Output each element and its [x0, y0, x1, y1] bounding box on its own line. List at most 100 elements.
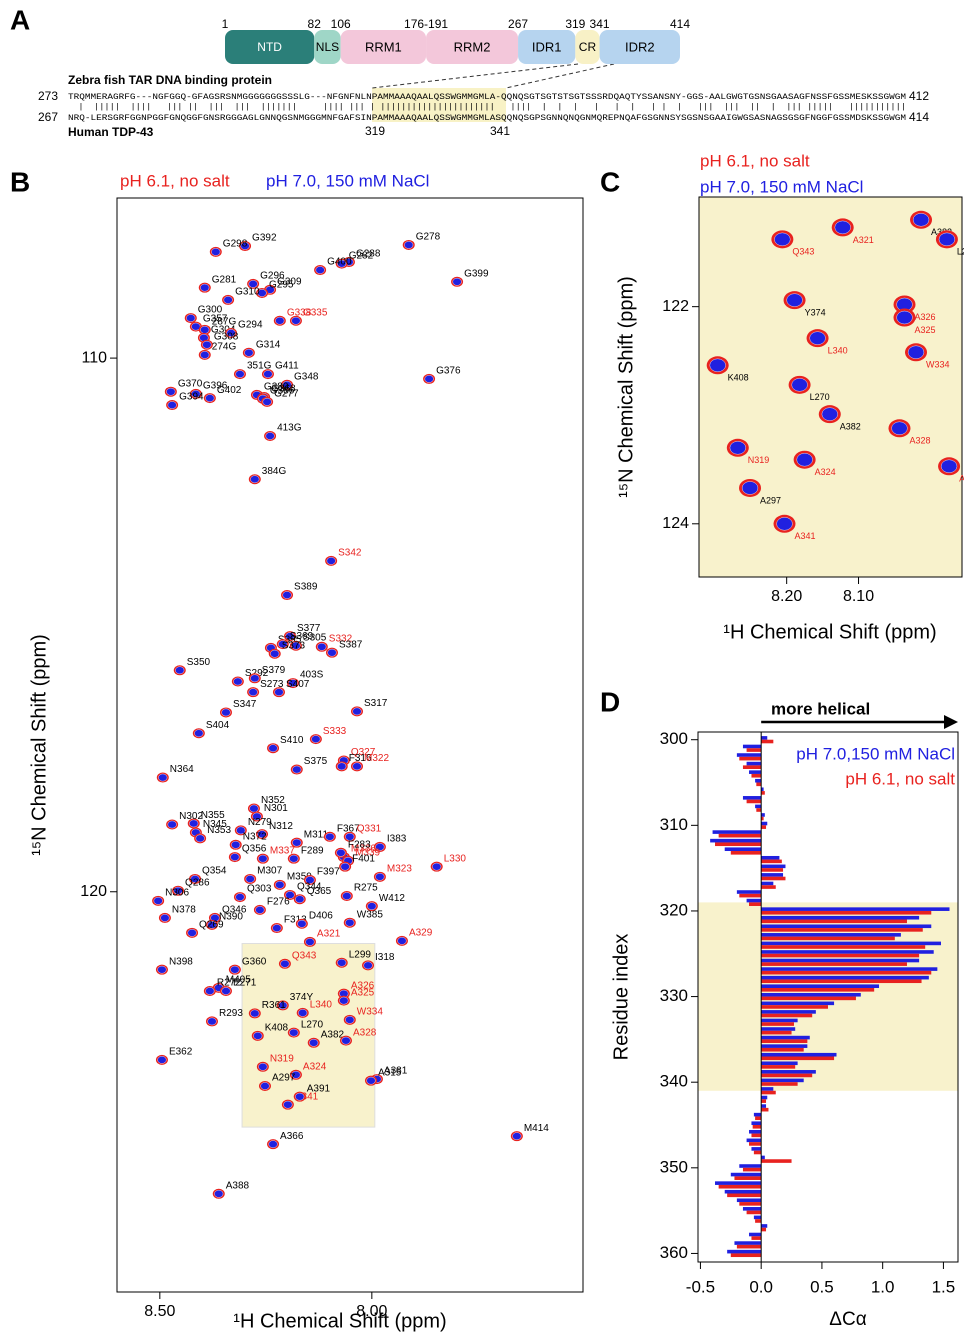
peak-label: A391	[307, 1083, 331, 1094]
peak-label: F367	[337, 823, 360, 834]
bar	[761, 1044, 808, 1048]
peak-label: W385	[357, 909, 384, 920]
peak-series-1	[834, 220, 851, 235]
bar	[761, 996, 856, 1001]
peak-label: A328	[353, 1027, 377, 1038]
peak-label: 403S	[300, 670, 324, 681]
peak-series-1	[345, 918, 355, 927]
bar	[761, 855, 780, 860]
bar	[727, 1193, 762, 1198]
peak-series-1	[235, 893, 245, 901]
bar	[755, 778, 762, 783]
bar	[761, 821, 768, 826]
bar	[710, 838, 762, 843]
peak-series-1	[282, 380, 292, 389]
peak-series-1	[221, 708, 231, 717]
position-label: 106	[331, 17, 351, 31]
peak-series-1	[891, 421, 908, 435]
peak-label: N352	[261, 795, 285, 806]
peak-series-1	[202, 340, 212, 349]
bar	[751, 1133, 762, 1138]
bar	[761, 1018, 798, 1023]
peak-series-1	[315, 266, 325, 274]
peak-label: E362	[169, 1046, 193, 1057]
bar	[749, 1232, 762, 1237]
peak-label: I318	[375, 952, 395, 963]
peak-series-1	[295, 1092, 305, 1101]
peak-label: G376	[436, 366, 461, 377]
peak-label: L299	[957, 247, 964, 257]
bar	[749, 1129, 762, 1134]
peak-series-1	[263, 370, 273, 378]
bar	[761, 1047, 804, 1052]
bar	[715, 842, 762, 847]
bar	[715, 1181, 762, 1185]
bar	[761, 958, 920, 963]
bar	[761, 1070, 816, 1074]
peak-label: M337	[270, 845, 295, 856]
x-tick-label: 8.10	[843, 588, 874, 605]
peak-label: Y374	[805, 308, 826, 318]
peak-series-1	[244, 348, 254, 357]
peak-label: M323	[387, 863, 412, 874]
peak-series-1	[367, 902, 377, 910]
peak-label: S375	[304, 756, 328, 767]
highlight-region	[241, 943, 376, 1128]
peak-label: G335	[303, 307, 328, 318]
bar	[761, 924, 932, 929]
peak-label: G308	[214, 331, 239, 342]
peak-label: Q303	[247, 884, 272, 895]
peak-series-1	[774, 232, 791, 247]
peak-series-1	[336, 848, 346, 857]
peak-label: M307	[257, 866, 282, 877]
domain	[518, 30, 576, 64]
peak-series-1	[339, 996, 349, 1005]
alignment-highlight	[372, 88, 506, 122]
peak-label: S350	[187, 657, 211, 668]
peak-label: G281	[212, 274, 237, 285]
x-tick-label: 1.5	[932, 1277, 956, 1296]
peak-series-1	[278, 640, 288, 648]
plot-area	[116, 197, 584, 1293]
bar	[752, 1125, 762, 1129]
peak-series-1	[292, 765, 302, 774]
peak-series-1	[268, 1140, 278, 1148]
bar	[761, 1078, 804, 1083]
bar	[761, 816, 764, 821]
peak-label: A297	[272, 1073, 296, 1084]
region-label: 319	[365, 124, 385, 138]
peak-label: N306	[165, 887, 189, 898]
peak-label: Q344	[297, 882, 322, 893]
peak-label: G278	[416, 232, 441, 243]
peak-label: S332	[329, 633, 353, 644]
peak-series-1	[283, 1100, 293, 1109]
bar	[761, 1087, 774, 1091]
bar	[761, 992, 861, 997]
bar	[761, 979, 922, 984]
peak-label: K408	[265, 1022, 289, 1033]
bar	[724, 847, 762, 852]
peak-label: S342	[338, 548, 362, 559]
peak-series-1	[275, 316, 285, 325]
peak-series-1	[187, 929, 197, 937]
peak-series-1	[231, 840, 241, 849]
peak-series-1	[214, 1190, 224, 1198]
bar	[746, 748, 762, 752]
peak-label: G294	[238, 320, 263, 331]
peak-series-1	[262, 398, 272, 406]
peak-label: G394	[179, 392, 204, 403]
bar	[761, 1065, 796, 1069]
bar	[761, 736, 768, 740]
domain-label: IDR1	[532, 39, 562, 54]
peak-series-1	[940, 459, 958, 473]
peak-label: S333	[323, 726, 347, 737]
peak-series-1	[295, 895, 305, 904]
sequence-end: 412	[909, 89, 929, 103]
peak-series-1	[282, 591, 292, 599]
bar	[761, 1104, 767, 1108]
peak-label: G411	[275, 361, 299, 372]
peak-label: N302	[179, 811, 203, 822]
legend-entry: pH 7.0,150 mM NaCl	[796, 744, 955, 763]
bar	[753, 1112, 762, 1117]
peak-series-1	[337, 958, 347, 967]
